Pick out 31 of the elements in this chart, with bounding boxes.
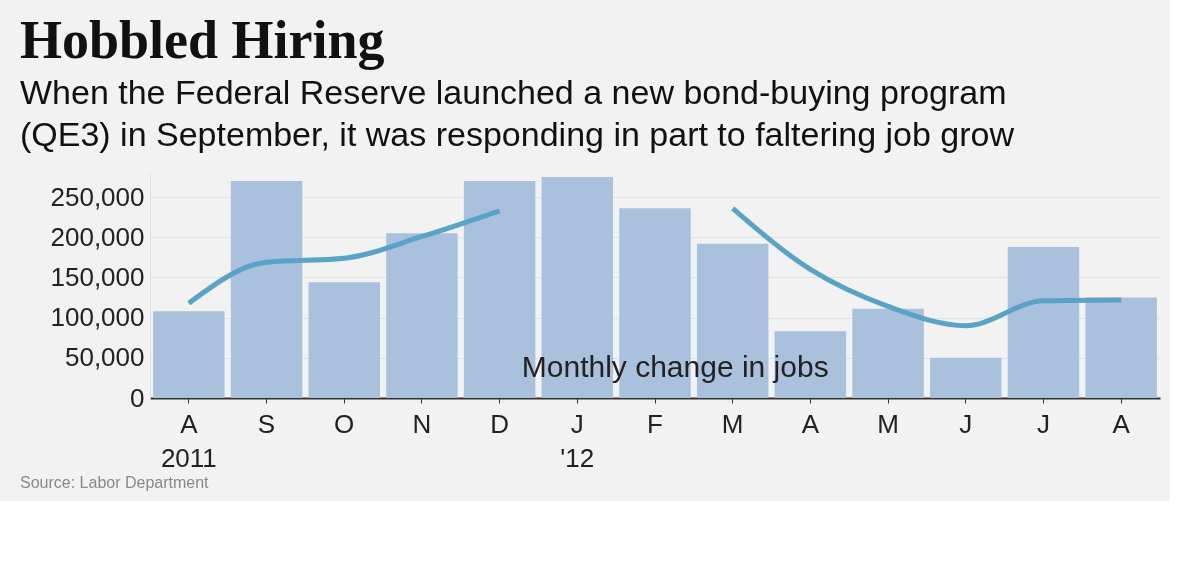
bar <box>1007 246 1080 398</box>
bar <box>230 181 303 398</box>
bar <box>852 308 924 398</box>
x-tick-label: S <box>257 408 276 439</box>
y-tick-label: 200,000 <box>50 221 145 252</box>
x-tick-label: D <box>490 408 510 439</box>
source-note: Source: Labor Department <box>20 474 210 491</box>
chart-subtitle: When the Federal Reserve launched a new bond-buying program (QE3) in September, it was responding in part to faltering job grow <box>20 73 1015 153</box>
annotation: Monthly change in jobs <box>521 350 829 383</box>
x-tick-label: N <box>412 408 432 439</box>
bar <box>153 311 225 398</box>
x-tick-label: M <box>877 408 899 439</box>
x-tick-label: A <box>801 408 820 439</box>
y-tick-label: 0 <box>130 382 145 413</box>
x-tick-label: J '12 <box>560 408 595 473</box>
bar <box>308 282 380 398</box>
y-tick-label: 250,000 <box>50 181 145 212</box>
chart-title: Hobbled Hiring <box>20 10 385 70</box>
y-tick-label: 50,000 <box>64 342 145 373</box>
x-tick-label: O <box>334 408 355 439</box>
x-tick-label: A 2011 <box>160 408 217 473</box>
x-tick-label: J <box>1036 408 1050 439</box>
bar <box>930 357 1002 398</box>
y-tick-label: 150,000 <box>50 261 145 292</box>
x-tick-label: F <box>647 408 663 439</box>
x-tick-label: M <box>721 408 744 439</box>
y-tick-label: 100,000 <box>50 302 145 333</box>
x-tick-label: J <box>959 408 973 439</box>
x-tick-label: A <box>1112 408 1131 439</box>
bar <box>386 233 458 398</box>
bar <box>1085 297 1157 398</box>
